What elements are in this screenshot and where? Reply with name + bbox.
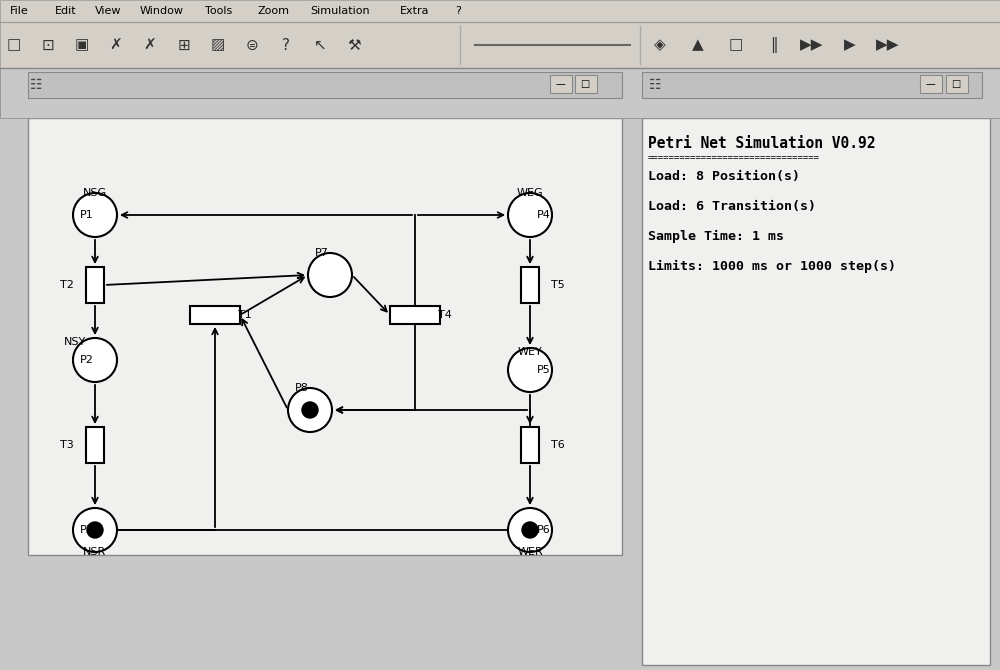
Text: P5: P5 [537,365,551,375]
Text: P8: P8 [295,383,309,393]
Text: T3: T3 [60,440,74,450]
Text: —: — [925,79,935,89]
Text: □: □ [7,38,21,52]
Text: ▶: ▶ [844,38,856,52]
Text: P7: P7 [315,248,329,258]
Circle shape [73,508,117,552]
Circle shape [522,522,538,538]
Circle shape [508,508,552,552]
Text: P2: P2 [80,355,94,365]
Text: ▶▶: ▶▶ [800,38,824,52]
Text: Window: Window [140,6,184,16]
Circle shape [308,253,352,297]
Text: Load: 6 Transition(s): Load: 6 Transition(s) [648,200,816,213]
Text: NSR: NSR [83,547,107,557]
Bar [0,0,1000,22]
Text: Petri Net Simulation V0.92: Petri Net Simulation V0.92 [648,136,876,151]
Bar [521,267,539,303]
Text: P1: P1 [80,210,94,220]
Text: ?: ? [282,38,290,52]
Text: ⊞: ⊞ [178,38,190,52]
Text: Limits: 1000 ms or 1000 step(s): Limits: 1000 ms or 1000 step(s) [648,260,896,273]
Text: T4: T4 [438,310,452,320]
Circle shape [288,388,332,432]
Text: ⚒: ⚒ [347,38,361,52]
Text: ◈: ◈ [654,38,666,52]
Text: NSG: NSG [83,188,107,198]
Text: □: □ [951,79,961,89]
Text: ▣: ▣ [75,38,89,52]
Text: Edit: Edit [55,6,77,16]
Bar [86,427,104,463]
Bar [642,72,982,98]
Text: File: File [10,6,29,16]
Text: T2: T2 [60,280,74,290]
Circle shape [73,193,117,237]
Text: ================================: ================================ [648,153,820,162]
Circle shape [87,522,103,538]
Bar [550,75,572,93]
Circle shape [508,193,552,237]
Text: T6: T6 [551,440,565,450]
Text: ▶▶: ▶▶ [876,38,900,52]
Circle shape [73,338,117,382]
Text: T1: T1 [238,310,252,320]
Bar [28,72,622,98]
Text: □: □ [580,79,590,89]
Bar [521,427,539,463]
Text: ⊡: ⊡ [42,38,54,52]
Text: —: — [555,79,565,89]
Text: WEG: WEG [517,188,543,198]
Circle shape [302,402,318,418]
Text: □: □ [729,38,743,52]
Text: P6: P6 [537,525,551,535]
Circle shape [508,348,552,392]
Text: P3: P3 [80,525,94,535]
Text: ▨: ▨ [211,38,225,52]
Text: View: View [95,6,122,16]
Text: Tools: Tools [205,6,232,16]
Bar [575,75,597,93]
Text: P4: P4 [537,210,551,220]
Text: ✗: ✗ [110,38,122,52]
Text: ?: ? [455,6,461,16]
Bar [642,118,990,665]
Bar [28,118,622,555]
Bar [190,306,240,324]
Text: WEY: WEY [518,347,542,357]
Text: ⊜: ⊜ [246,38,258,52]
Bar [86,267,104,303]
Bar [390,306,440,324]
Bar [946,75,968,93]
Text: Extra: Extra [400,6,430,16]
Text: NSY: NSY [64,337,86,347]
Text: ↖: ↖ [314,38,326,52]
Text: ☷: ☷ [649,78,661,92]
Text: Sample Time: 1 ms: Sample Time: 1 ms [648,230,784,243]
Text: ‖: ‖ [770,37,778,53]
Text: ✗: ✗ [144,38,156,52]
Text: WER: WER [517,547,543,557]
Bar [920,75,942,93]
Text: Simulation: Simulation [310,6,370,16]
Text: ▲: ▲ [692,38,704,52]
Bar [0,22,1000,68]
Bar [0,68,1000,118]
Text: Load: 8 Position(s): Load: 8 Position(s) [648,170,800,183]
Text: ☷: ☷ [30,78,42,92]
Text: T5: T5 [551,280,565,290]
Text: Zoom: Zoom [258,6,290,16]
